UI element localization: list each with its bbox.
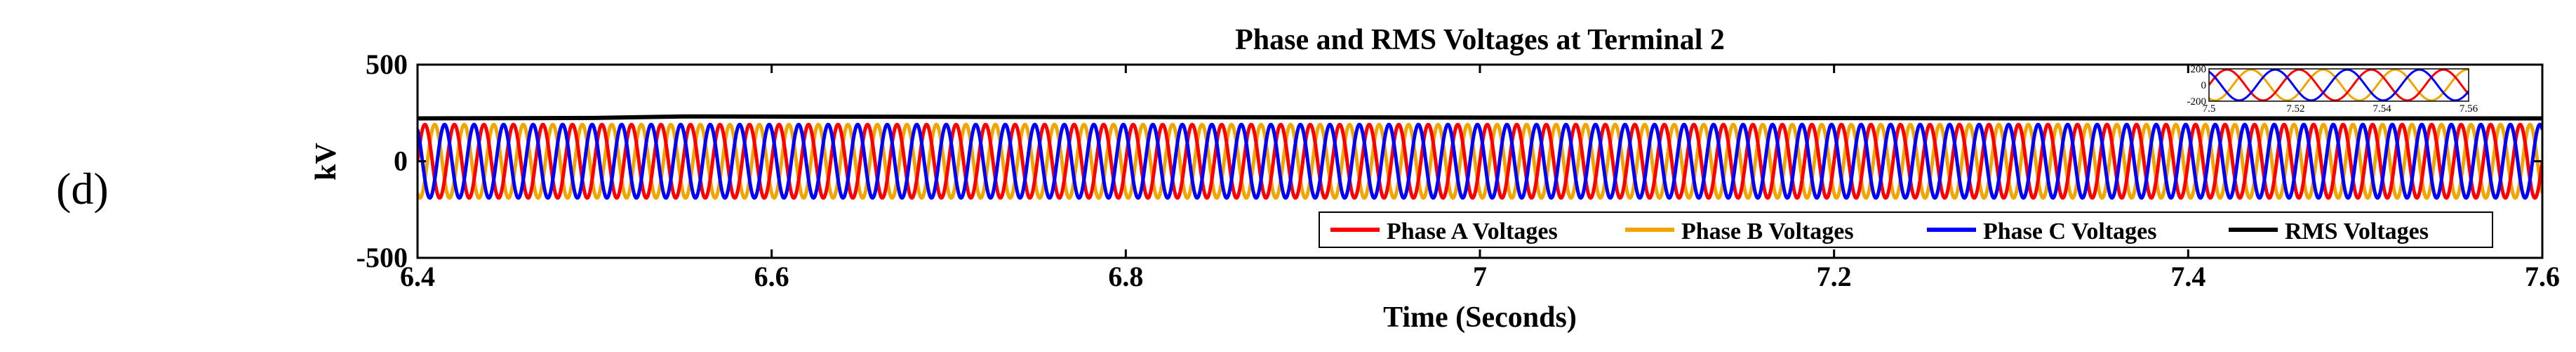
x-axis-label: Time (Seconds) [1383, 301, 1577, 334]
legend: Phase A Voltages Phase B Voltages Phase … [1319, 211, 2493, 248]
inset-y-tick-label: -200 [2187, 96, 2207, 107]
chart-title: Phase and RMS Voltages at Terminal 2 [1235, 24, 1725, 56]
x-tick-label: 7.2 [1817, 261, 1852, 292]
series-line-phase-c [418, 122, 2542, 200]
x-tick-label: 7.4 [2170, 261, 2205, 292]
inset-zoom: 7.5 7.52 7.54 7.56 200 0 -200 [2187, 64, 2478, 115]
y-tick-label: -500 [356, 242, 408, 273]
legend-label-phase-a: Phase A Voltages [1387, 219, 1558, 245]
series-line-phase-a [418, 122, 2542, 200]
x-tick-label: 7.6 [2525, 261, 2560, 292]
y-tick-label: 500 [366, 48, 408, 80]
series-layer [418, 122, 2542, 200]
series-line-phase-b [418, 122, 2542, 200]
legend-label-rms: RMS Voltages [2285, 219, 2429, 245]
inset-x-tick-label: 7.5 [2203, 103, 2216, 115]
x-tick-label: 6.8 [1108, 261, 1143, 292]
x-tick-label: 6.6 [754, 261, 789, 292]
inset-series-line-phase-c [2209, 69, 2469, 101]
inset-frame [2208, 68, 2469, 102]
rms-layer [418, 114, 2542, 121]
y-axis-ticks: 500 0 -500 [356, 48, 2542, 273]
y-axis-label: kV [310, 143, 342, 181]
inset-y-ticks: 200 0 -200 [2187, 64, 2207, 107]
inset-series-line-phase-a [2209, 69, 2469, 101]
inset-x-tick-label: 7.54 [2373, 103, 2392, 115]
y-tick-label: 0 [394, 145, 408, 177]
legend-label-phase-b: Phase B Voltages [1681, 219, 1854, 245]
x-axis-ticks: 6.4 6.6 6.8 7 7.2 7.4 7.6 [400, 65, 2560, 292]
x-tick-label: 7 [1473, 261, 1487, 292]
legend-label-phase-c: Phase C Voltages [1983, 219, 2156, 245]
inset-x-tick-label: 7.56 [2460, 103, 2478, 115]
panel-label: (d) [56, 164, 109, 214]
inset-series-layer [2209, 69, 2469, 101]
series-line-rms [418, 114, 2542, 121]
inset-y-tick-label: 200 [2191, 64, 2207, 75]
inset-series-line-phase-b [2209, 69, 2469, 101]
x-tick-label: 6.4 [400, 261, 435, 292]
inset-y-tick-label: 0 [2201, 80, 2207, 91]
inset-x-ticks: 7.5 7.52 7.54 7.56 [2203, 103, 2478, 115]
inset-x-tick-label: 7.52 [2286, 103, 2304, 115]
legend-box [1319, 211, 2493, 248]
